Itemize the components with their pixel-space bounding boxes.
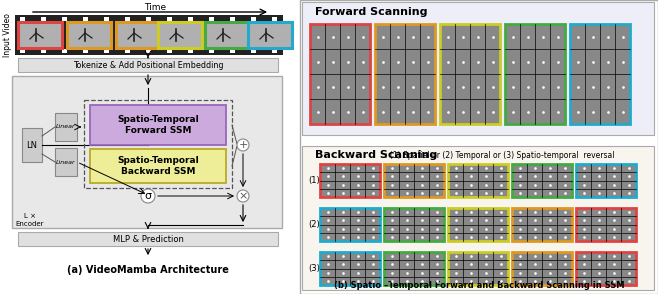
Bar bbox=[67, 22, 111, 48]
Bar bbox=[302, 2, 654, 135]
Bar bbox=[576, 164, 636, 197]
Text: Tokenize & Add Positional Embedding: Tokenize & Add Positional Embedding bbox=[73, 61, 223, 69]
Bar bbox=[62, 49, 67, 53]
Bar bbox=[251, 17, 256, 21]
Bar bbox=[570, 24, 630, 124]
Text: Time: Time bbox=[144, 3, 166, 11]
Bar bbox=[230, 17, 235, 21]
Bar bbox=[512, 208, 572, 241]
Bar bbox=[125, 49, 130, 53]
Bar bbox=[41, 49, 46, 53]
Bar bbox=[512, 252, 572, 285]
Text: : (1) Spatial or (2) Temporal or (3) Spatio-temporal  reversal: : (1) Spatial or (2) Temporal or (3) Spa… bbox=[385, 151, 615, 160]
Bar bbox=[116, 22, 160, 48]
Bar bbox=[41, 17, 46, 21]
Text: σ: σ bbox=[145, 191, 151, 201]
Text: (1): (1) bbox=[308, 176, 320, 186]
Circle shape bbox=[141, 189, 155, 203]
Text: Backward Scanning: Backward Scanning bbox=[315, 150, 438, 160]
Bar bbox=[205, 22, 249, 48]
Bar bbox=[320, 164, 380, 197]
Bar bbox=[320, 208, 380, 241]
Bar bbox=[310, 24, 370, 124]
Text: (a) VideoMamba Architecture: (a) VideoMamba Architecture bbox=[67, 265, 229, 275]
Bar bbox=[22, 128, 42, 162]
Bar bbox=[302, 146, 654, 290]
Bar bbox=[90, 149, 226, 183]
Bar bbox=[512, 164, 572, 197]
Bar bbox=[505, 24, 565, 124]
Bar bbox=[188, 49, 193, 53]
Text: ×: × bbox=[238, 191, 247, 201]
Bar bbox=[188, 17, 193, 21]
Bar bbox=[12, 76, 282, 228]
Text: +: + bbox=[238, 140, 247, 150]
Bar bbox=[448, 252, 508, 285]
Bar bbox=[440, 24, 500, 124]
Text: LN: LN bbox=[26, 141, 38, 150]
Bar bbox=[146, 49, 151, 53]
Bar bbox=[90, 105, 226, 145]
Bar bbox=[300, 0, 658, 294]
Bar bbox=[448, 208, 508, 241]
Bar bbox=[272, 17, 277, 21]
Bar bbox=[55, 113, 77, 141]
Text: Spatio-Temporal
Backward SSM: Spatio-Temporal Backward SSM bbox=[117, 156, 199, 176]
Text: MLP & Prediction: MLP & Prediction bbox=[113, 235, 184, 243]
Text: Spatio-Temporal
Forward SSM: Spatio-Temporal Forward SSM bbox=[117, 115, 199, 135]
Bar bbox=[146, 17, 151, 21]
Bar bbox=[209, 17, 214, 21]
Bar bbox=[576, 252, 636, 285]
Circle shape bbox=[237, 190, 249, 202]
Bar bbox=[104, 17, 109, 21]
Bar bbox=[448, 164, 508, 197]
Bar bbox=[18, 232, 278, 246]
Bar bbox=[167, 49, 172, 53]
Bar bbox=[384, 208, 444, 241]
Bar bbox=[230, 49, 235, 53]
Bar bbox=[0, 0, 295, 294]
Bar bbox=[272, 49, 277, 53]
Bar bbox=[104, 49, 109, 53]
Bar bbox=[251, 49, 256, 53]
Bar bbox=[20, 17, 25, 21]
Bar bbox=[384, 252, 444, 285]
Bar bbox=[83, 17, 88, 21]
Bar bbox=[158, 22, 202, 48]
Bar bbox=[320, 252, 380, 285]
Bar bbox=[20, 49, 25, 53]
Bar bbox=[62, 17, 67, 21]
Bar bbox=[167, 17, 172, 21]
Text: (3): (3) bbox=[308, 265, 320, 273]
Bar bbox=[125, 17, 130, 21]
Text: (2): (2) bbox=[308, 220, 320, 230]
Text: (b) Spatio –Temporal Forward and Backward Scanning in SSM: (b) Spatio –Temporal Forward and Backwar… bbox=[334, 280, 624, 290]
Bar bbox=[18, 58, 278, 72]
Bar bbox=[15, 15, 283, 55]
Bar bbox=[84, 100, 232, 188]
Bar bbox=[83, 49, 88, 53]
Circle shape bbox=[237, 139, 249, 151]
Text: Linear: Linear bbox=[56, 160, 76, 165]
Bar bbox=[18, 22, 62, 48]
Bar bbox=[55, 148, 77, 176]
Bar bbox=[576, 208, 636, 241]
Text: Input Video: Input Video bbox=[3, 13, 13, 57]
Text: Linear: Linear bbox=[56, 124, 76, 129]
Text: Forward Scanning: Forward Scanning bbox=[315, 7, 428, 17]
Bar bbox=[375, 24, 435, 124]
Bar bbox=[209, 49, 214, 53]
Text: L ×
Encoder: L × Encoder bbox=[16, 213, 44, 226]
Bar bbox=[384, 164, 444, 197]
Bar bbox=[248, 22, 292, 48]
